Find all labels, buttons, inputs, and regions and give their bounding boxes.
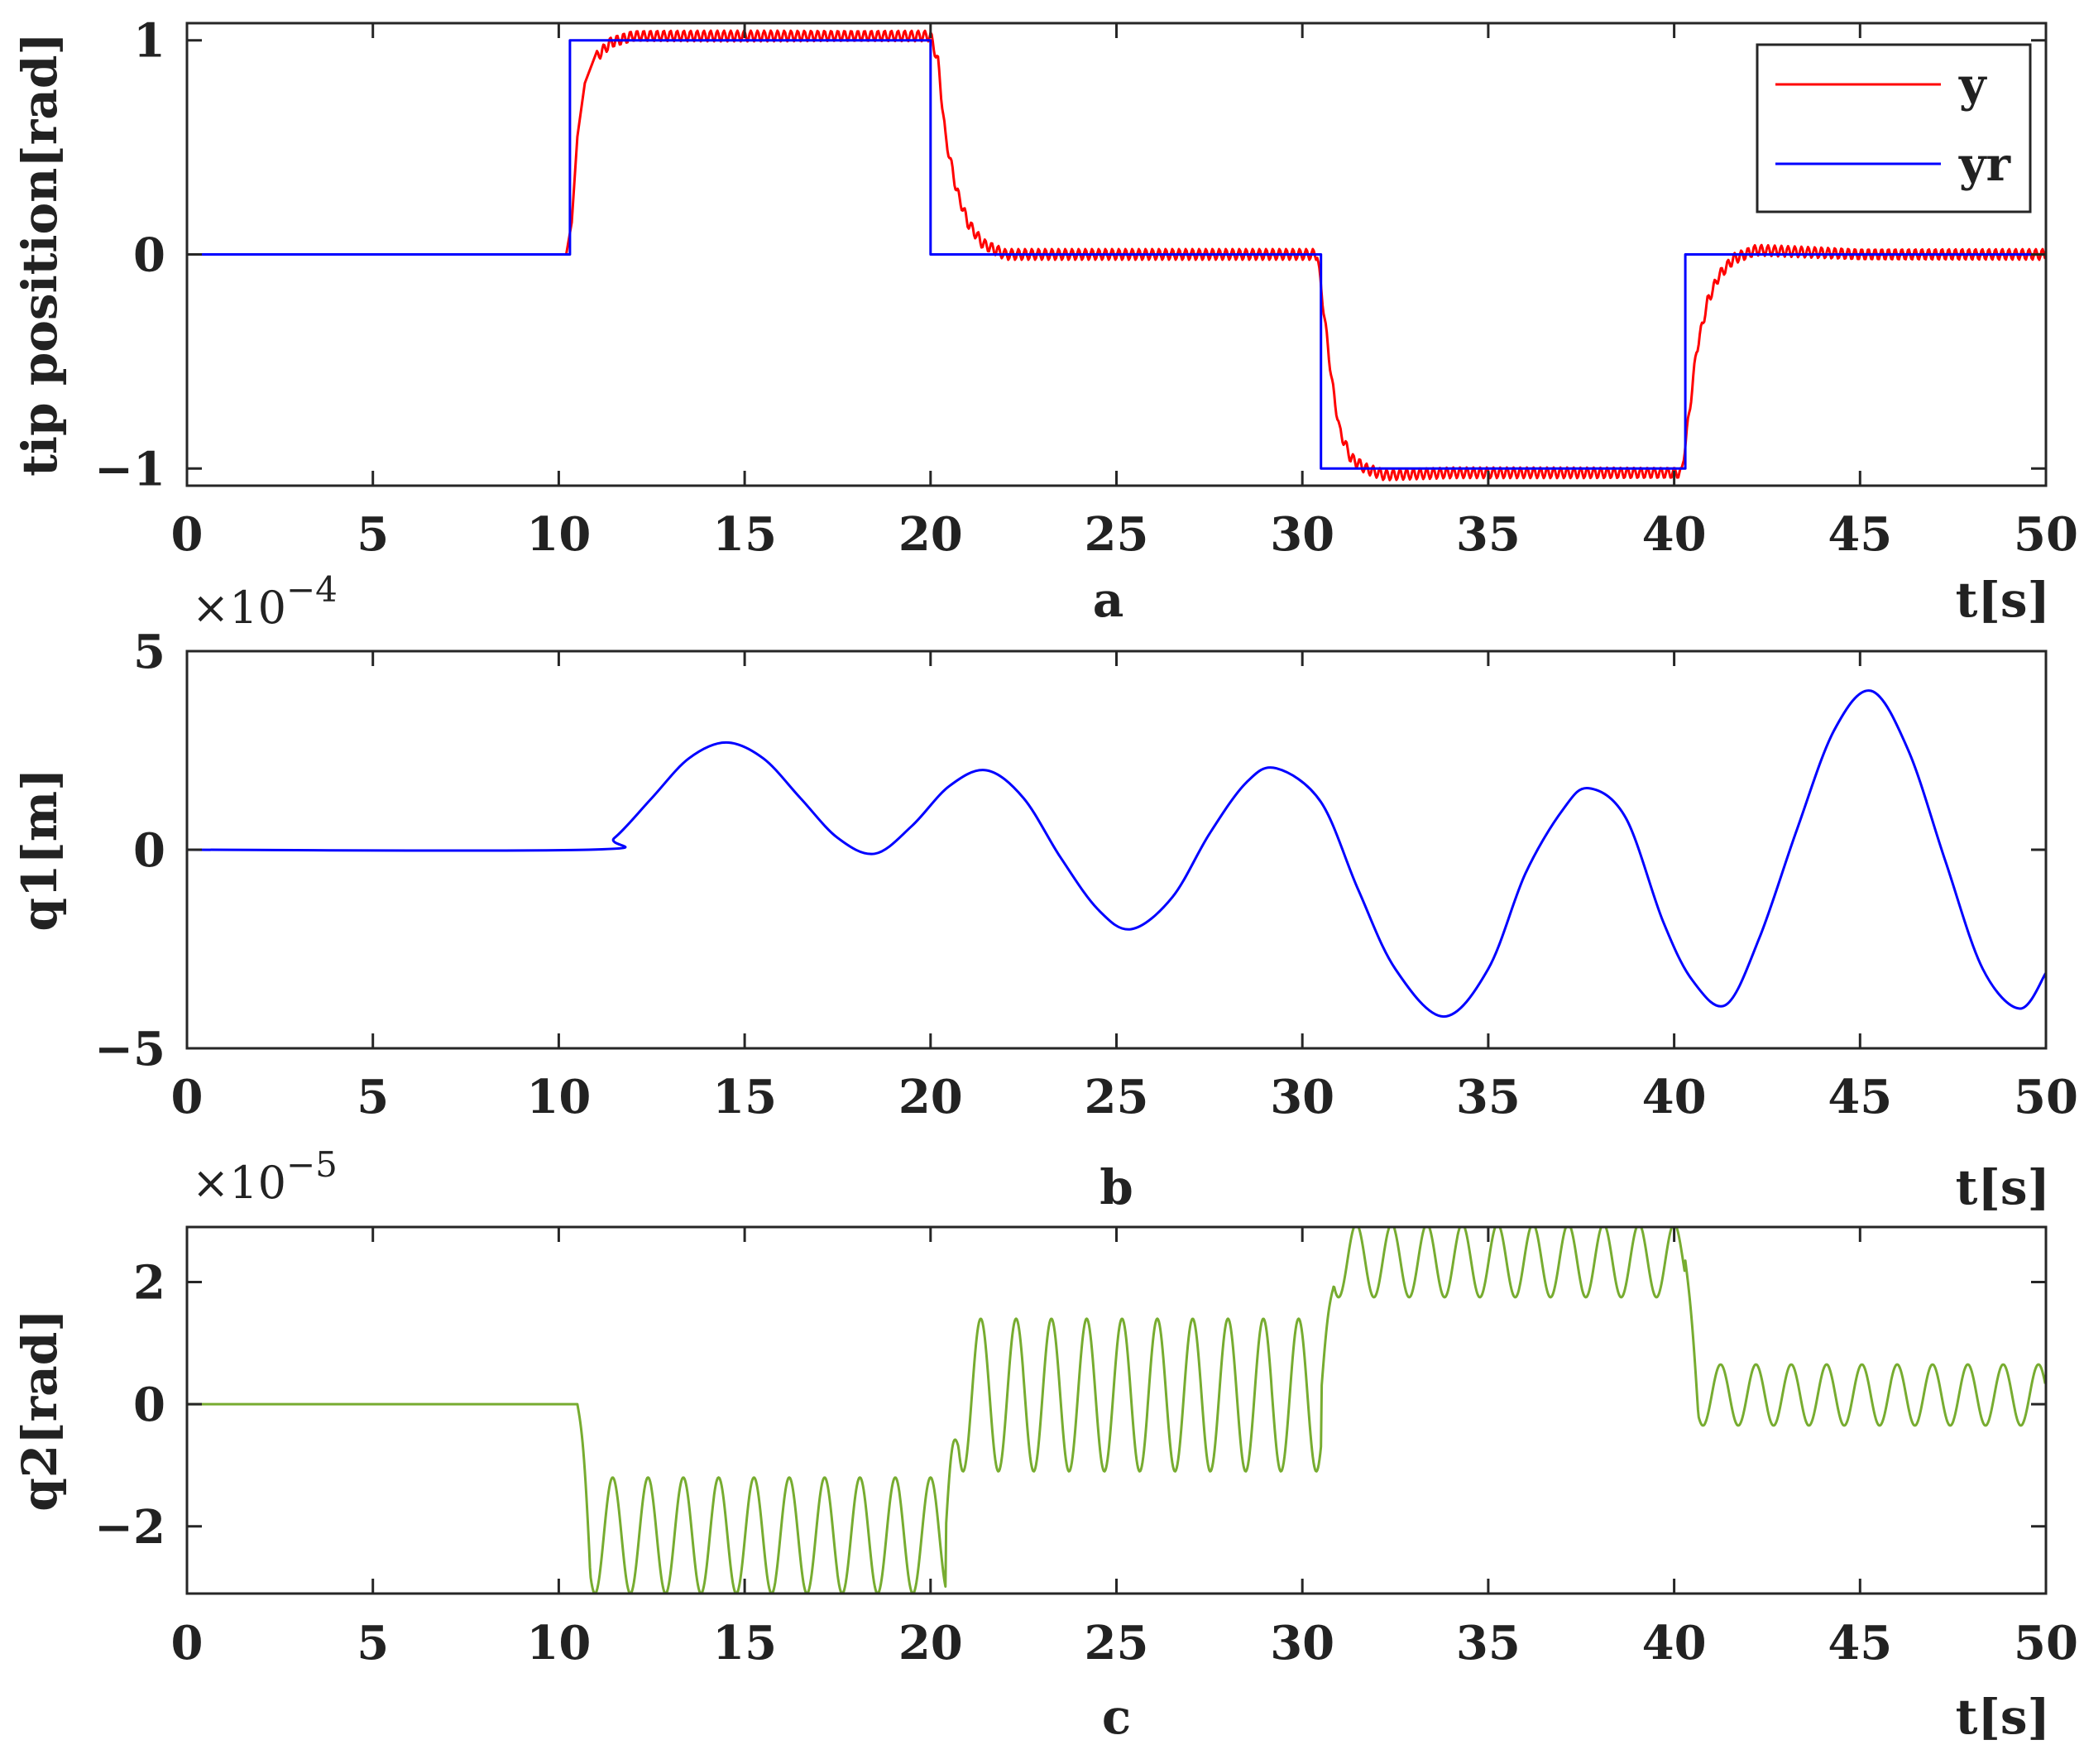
y-axis-label: q2[rad] [12,1309,68,1512]
series-line-yr [187,39,2046,470]
x-tick-label: 35 [1456,1070,1521,1124]
x-tick-label: 10 [526,507,591,562]
x-tick-label: 30 [1270,1070,1334,1124]
y-exponent: ×10−4 [192,569,338,634]
x-tick-label: 20 [898,1616,963,1671]
x-tick-label: 0 [171,1616,204,1671]
x-axis-label: t[s] [1956,1689,2050,1745]
x-tick-label: 25 [1085,1070,1149,1124]
panel-caption: c [1102,1689,1131,1745]
y-tick-label: −1 [94,442,165,496]
x-tick-label: 45 [1828,1070,1892,1124]
x-tick-label: 20 [898,507,963,562]
y-tick-label: 0 [133,228,165,283]
x-tick-label: 50 [2014,507,2078,562]
x-tick-label: 45 [1828,507,1892,562]
x-axis-label: t[s] [1956,1159,2050,1215]
x-tick-label: 35 [1456,1616,1521,1671]
y-tick-label: 2 [133,1255,165,1310]
x-tick-label: 45 [1828,1616,1892,1671]
x-tick-label: 40 [1642,1070,1707,1124]
x-axis-label: t[s] [1956,572,2050,628]
x-tick-label: 20 [898,1070,963,1124]
series-group [187,689,2046,1019]
y-tick-label: 0 [133,823,165,878]
x-tick-label: 10 [526,1070,591,1124]
y-tick-label: 0 [133,1378,165,1432]
y-tick-label: 5 [133,625,165,679]
x-tick-label: 40 [1642,1616,1707,1671]
series-group [187,1227,2046,1594]
y-tick-label: 1 [133,14,165,69]
legend-label-yr: yr [1958,137,2012,192]
legend: y yr [1756,43,2032,213]
legend-label-y: y [1958,58,1987,113]
panel-caption: b [1099,1159,1133,1215]
x-tick-label: 35 [1456,507,1521,562]
x-tick-label: 50 [2014,1616,2078,1671]
y-exponent: ×10−5 [192,1144,338,1209]
x-tick-label: 10 [526,1616,591,1671]
x-tick-label: 5 [357,507,389,562]
series-line-b [187,689,2046,1019]
x-tick-label: 0 [171,507,204,562]
x-tick-label: 30 [1270,507,1334,562]
x-tick-label: 15 [712,1616,777,1671]
x-tick-label: 50 [2014,1070,2078,1124]
x-tick-label: 25 [1085,507,1149,562]
x-tick-label: 15 [712,507,777,562]
x-tick-label: 5 [357,1070,389,1124]
x-tick-label: 30 [1270,1616,1334,1671]
panel-c: 0 5 10 15 20 25 30 35 40 45 50 −2 0 2 t[s] c q2[rad] ×10−… [12,1144,2078,1745]
x-tick-label: 40 [1642,507,1707,562]
y-tick-label: −5 [94,1022,165,1076]
y-axis-label: q1[m] [12,768,68,931]
panel-caption: a [1093,572,1124,628]
x-tick-label: 25 [1085,1616,1149,1671]
x-tick-label: 0 [171,1070,204,1124]
x-tick-label: 5 [357,1616,389,1671]
series-group [187,29,2046,482]
x-tick-label: 15 [712,1070,777,1124]
y-axis-label: tip position[rad] [12,32,68,477]
y-tick-label: −2 [94,1500,165,1555]
series-line-c [187,1227,2046,1594]
